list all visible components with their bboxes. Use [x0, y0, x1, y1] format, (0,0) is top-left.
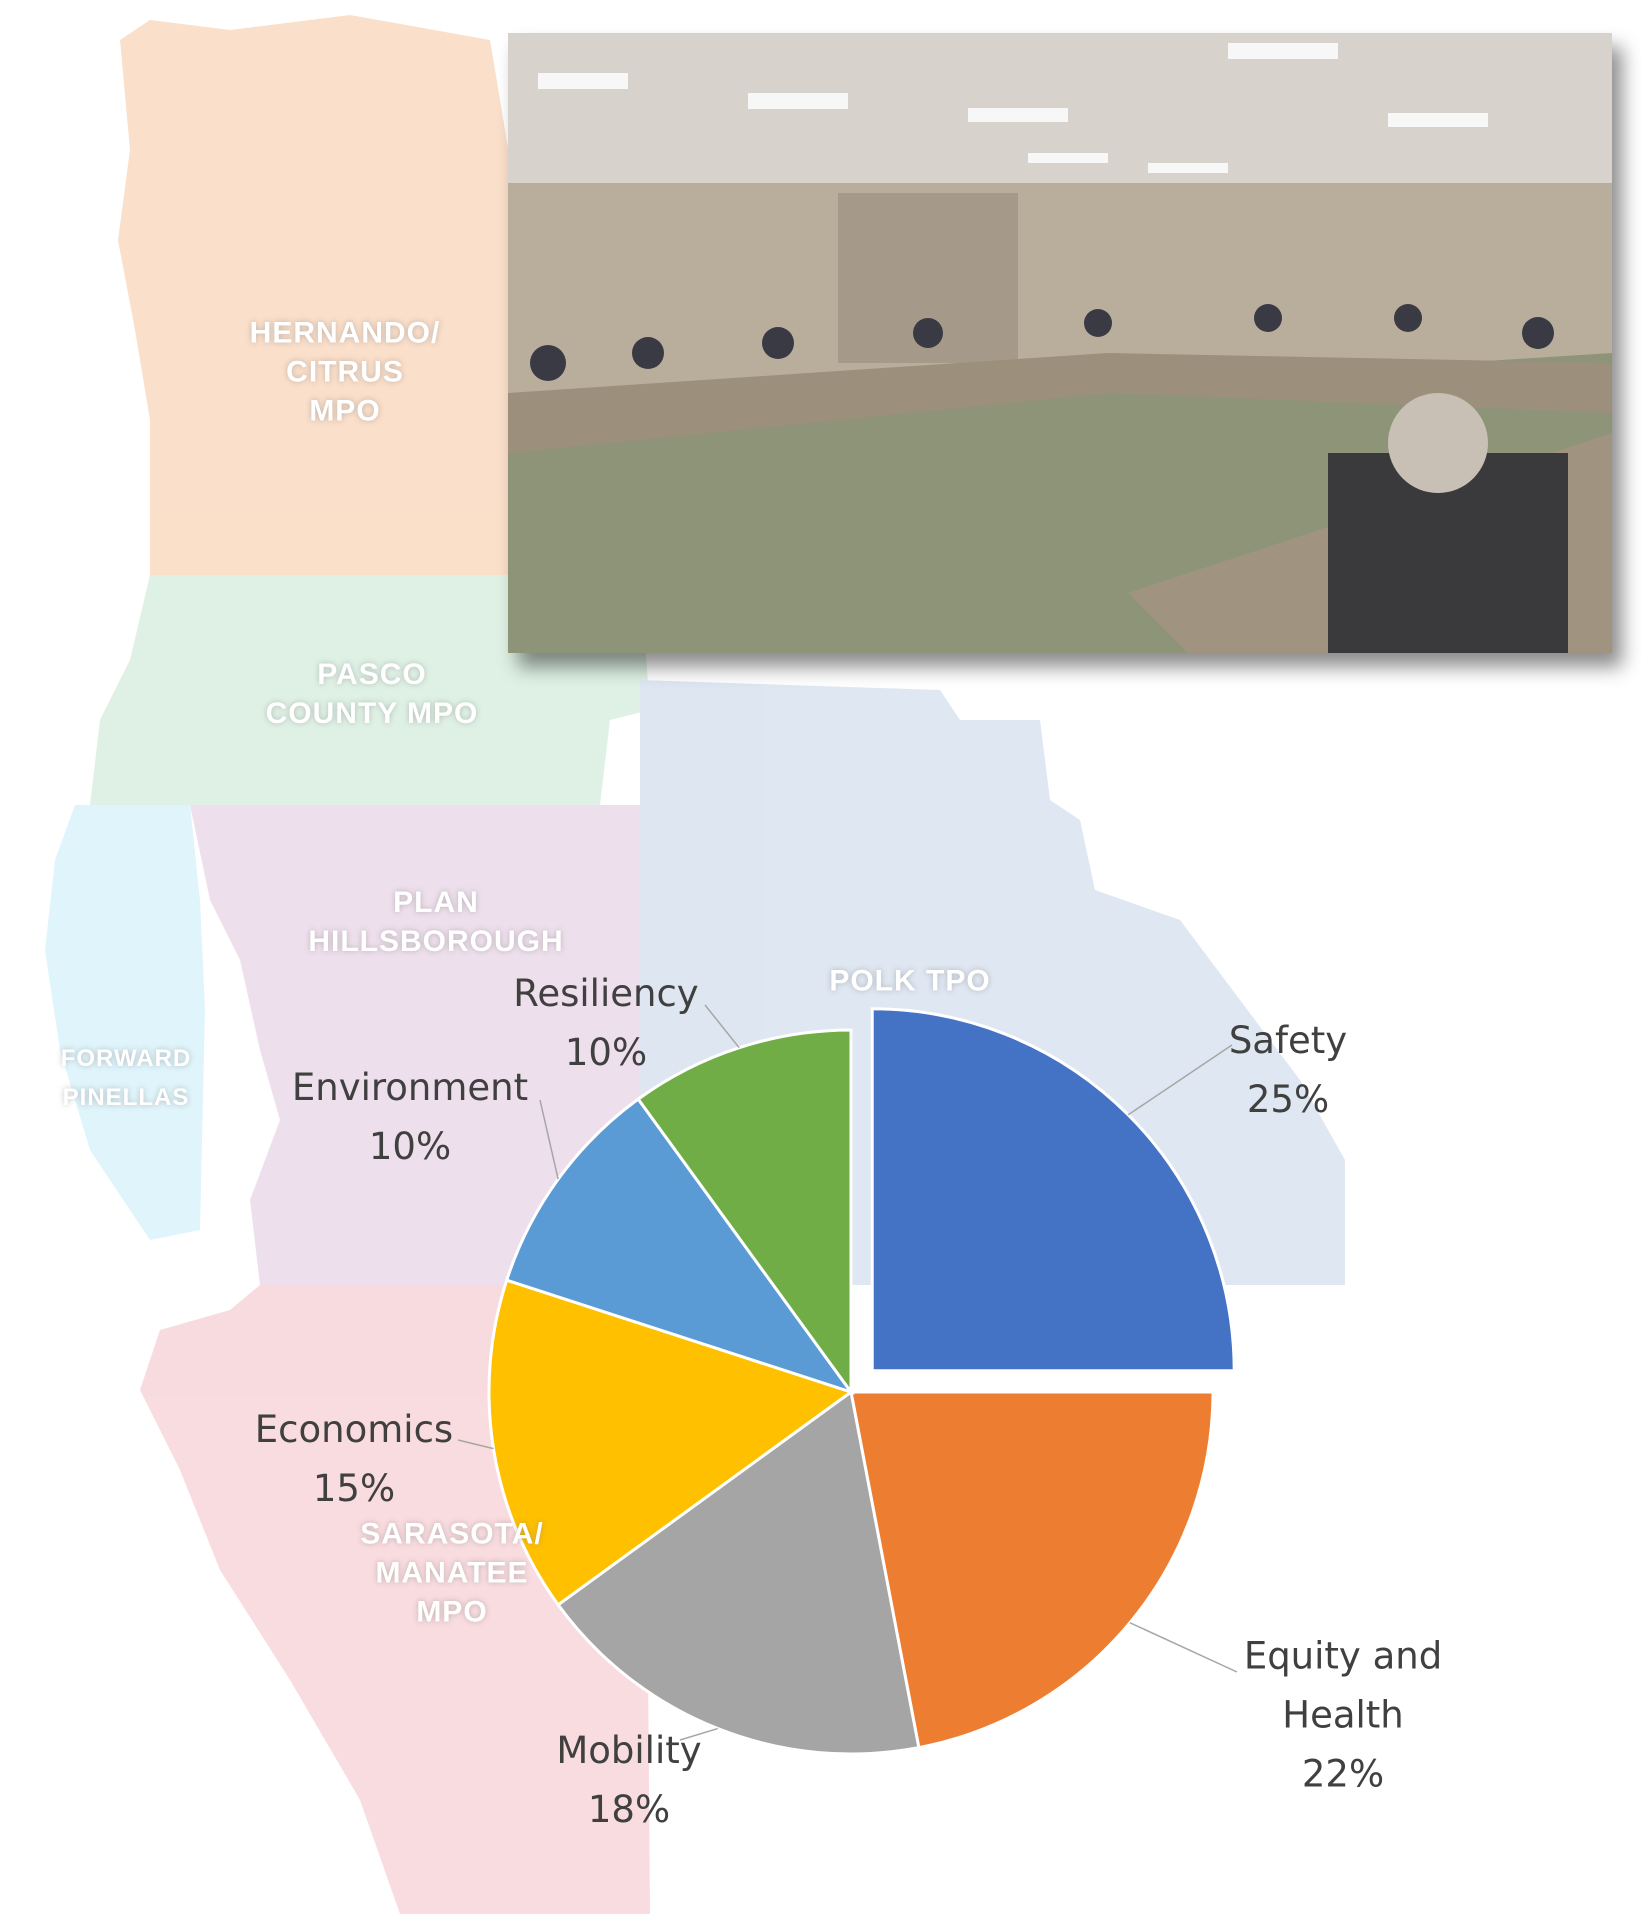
category-label: Mobility — [556, 1721, 701, 1780]
map-label-line: COUNTY MPO — [266, 694, 479, 733]
map-label-line: MPO — [360, 1593, 543, 1632]
map-label-line: FORWARD — [61, 1039, 192, 1078]
map-label-line: MPO — [250, 392, 441, 431]
photo-illustration — [508, 33, 1612, 653]
map-label-line: PASCO — [266, 655, 479, 694]
map-label-line: CITRUS — [250, 353, 441, 392]
percent-label: 10% — [292, 1117, 528, 1176]
percent-label: 15% — [255, 1459, 453, 1518]
percent-label: 10% — [513, 1023, 698, 1082]
map-label-line: PINELLAS — [61, 1078, 192, 1117]
category-label: Economics — [255, 1400, 453, 1459]
map-label-line: HILLSBOROUGH — [308, 922, 563, 961]
percent-label: 22% — [1228, 1745, 1458, 1804]
hernando-region — [118, 15, 520, 575]
slide: HERNANDO/CITRUSMPOPASCOCOUNTY MPOPLANHIL… — [0, 0, 1641, 1914]
percent-label: 25% — [1229, 1070, 1347, 1129]
category-label: Equity and Health — [1228, 1627, 1458, 1745]
map-label-line: POLK TPO — [829, 962, 990, 1001]
category-label: Environment — [292, 1058, 528, 1117]
map-label-line: HERNANDO/ — [250, 314, 441, 353]
map-label-line: PLAN — [308, 883, 563, 922]
pinellas-region — [45, 805, 205, 1240]
percent-label: 18% — [556, 1780, 701, 1839]
leader-line — [1130, 1623, 1237, 1672]
meeting-photo — [508, 33, 1612, 653]
category-label: Safety — [1229, 1011, 1347, 1070]
map-label-line: MANATEE — [360, 1554, 543, 1593]
map-label-line: SARASOTA/ — [360, 1515, 543, 1554]
category-label: Resiliency — [513, 964, 698, 1023]
map-label: POLK TPO — [829, 962, 990, 1001]
